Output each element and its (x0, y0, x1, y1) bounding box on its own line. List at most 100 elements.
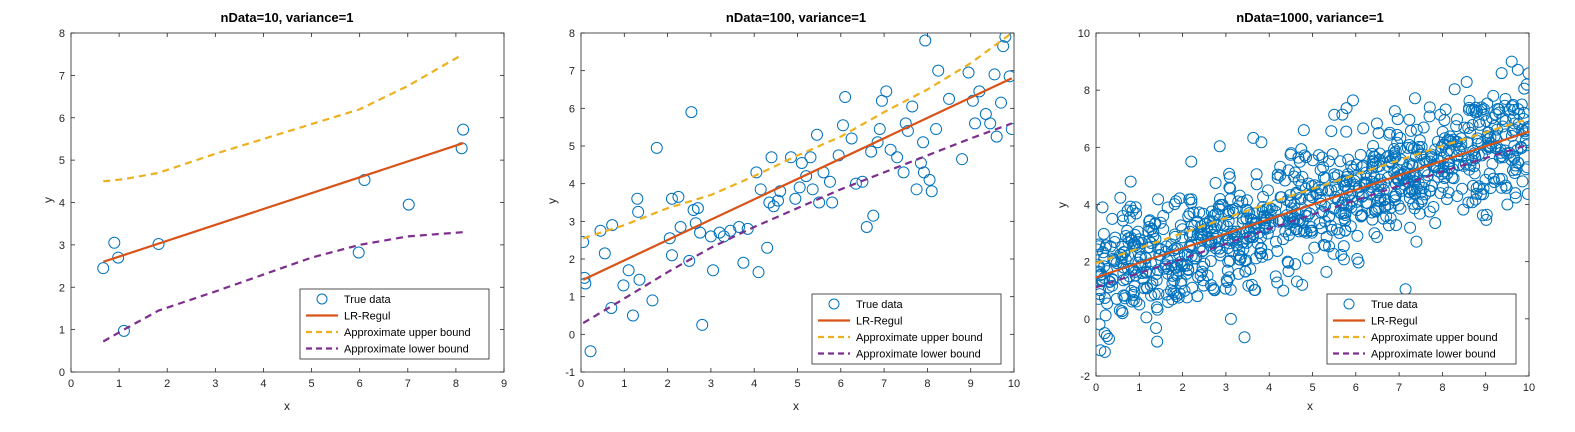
data-point (1403, 138, 1416, 151)
data-point (1483, 167, 1496, 180)
data-point (901, 124, 914, 137)
data-point (704, 230, 717, 243)
legend-label: Approximate upper bound (344, 327, 471, 339)
data-point (1435, 167, 1448, 180)
data-point (1136, 236, 1149, 249)
data-point (1183, 193, 1196, 206)
data-point (871, 136, 884, 149)
data-point (1360, 196, 1373, 209)
data-point (691, 202, 704, 215)
data-point (1151, 303, 1164, 316)
data-point (1193, 206, 1206, 219)
x-tick-label: 3 (1223, 382, 1229, 394)
data-point (674, 220, 687, 233)
bound-line (582, 122, 1013, 324)
data-point (1333, 227, 1346, 240)
data-point (1336, 108, 1349, 121)
data-point (1407, 174, 1420, 187)
data-point (1351, 229, 1364, 242)
data-point (1250, 178, 1263, 191)
x-tick-label: 3 (708, 378, 714, 390)
data-point (117, 324, 130, 337)
y-tick-label: 0 (1084, 314, 1090, 326)
data-point (1472, 180, 1485, 193)
x-tick-label: 0 (68, 378, 74, 390)
data-point (1114, 191, 1127, 204)
legend-label: True data (1371, 299, 1419, 311)
y-tick-label: 3 (569, 216, 575, 228)
data-point (823, 175, 836, 188)
data-point (1300, 151, 1313, 164)
data-point (1475, 101, 1488, 114)
data-point (1327, 247, 1340, 260)
data-point (1306, 191, 1319, 204)
data-point (1469, 151, 1482, 164)
data-point (826, 196, 839, 209)
data-point (1378, 193, 1391, 206)
data-point (665, 249, 678, 262)
data-point (1123, 211, 1136, 224)
data-point (1434, 187, 1447, 200)
data-point (1237, 243, 1250, 256)
data-point (1515, 142, 1528, 155)
data-point (1293, 155, 1306, 168)
data-point (1499, 92, 1512, 105)
data-point (1165, 238, 1178, 251)
data-point (1122, 249, 1135, 262)
data-point (1104, 275, 1117, 288)
data-point (1391, 128, 1404, 141)
y-tick-label: 8 (59, 28, 65, 40)
data-point (1388, 105, 1401, 118)
legend: True data LR-Regul Approximate upper bound… (1326, 293, 1517, 365)
x-tick-label: 0 (1093, 382, 1099, 394)
data-point (1128, 280, 1141, 293)
bound-line (582, 33, 1013, 240)
data-point (884, 143, 897, 156)
y-tick-label: 0 (59, 367, 65, 379)
data-point (1323, 240, 1336, 253)
data-point (969, 117, 982, 130)
data-point (1168, 198, 1181, 211)
y-tick-label: 3 (59, 240, 65, 252)
y-tick-label: 2 (59, 282, 65, 294)
data-point (1519, 127, 1529, 140)
data-point (650, 141, 663, 154)
data-point (1406, 158, 1419, 171)
data-point (1486, 112, 1499, 125)
data-point (1282, 265, 1295, 278)
bound-line (102, 231, 464, 343)
data-point (1459, 157, 1472, 170)
data-point (1463, 94, 1476, 107)
data-point (1152, 193, 1165, 206)
data-point (1312, 149, 1325, 162)
data-point (810, 128, 823, 141)
data-point (665, 192, 678, 205)
bound-line (1096, 143, 1529, 289)
legend-label: Approximate lower bound (1371, 349, 1496, 361)
data-point (806, 183, 819, 196)
data-point (925, 185, 938, 198)
data-point (1339, 224, 1352, 237)
data-point (737, 256, 750, 269)
data-point (1274, 160, 1287, 173)
data-point (1223, 254, 1236, 267)
data-point (1486, 157, 1499, 170)
data-point (1488, 119, 1501, 132)
x-tick-label: 1 (116, 378, 122, 390)
data-point (1508, 117, 1521, 130)
data-point (1392, 199, 1405, 212)
data-point (1515, 98, 1528, 111)
data-point (1347, 163, 1360, 176)
data-point (1173, 287, 1186, 300)
data-point (752, 266, 765, 279)
chart-title: nData=100, variance=1 (726, 10, 866, 25)
data-point (1401, 141, 1414, 154)
data-point (990, 130, 1003, 143)
data-point (1185, 155, 1198, 168)
data-point (1209, 176, 1222, 189)
data-point (1247, 131, 1260, 144)
data-point (1328, 171, 1341, 184)
data-point (1512, 157, 1525, 170)
data-point (1315, 222, 1328, 235)
x-tick-label: 8 (453, 378, 459, 390)
